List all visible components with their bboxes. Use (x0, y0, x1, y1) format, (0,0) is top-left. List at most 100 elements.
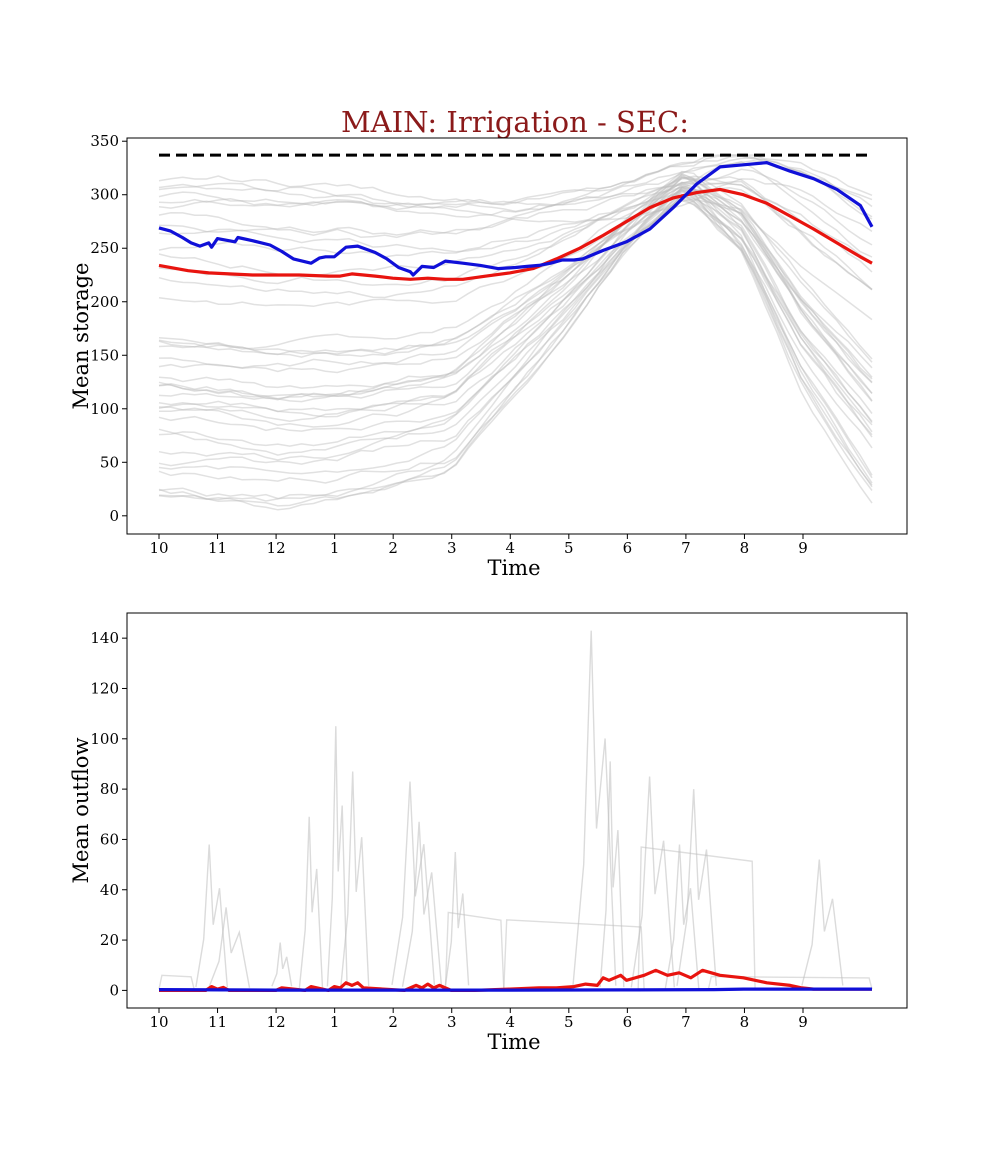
gray-trace (158, 176, 873, 299)
x-tick-label: 9 (798, 1013, 808, 1031)
y-tick: 350 (90, 132, 127, 150)
gray-spike (401, 821, 443, 987)
gray-spike (676, 789, 717, 986)
gray-trace (158, 155, 873, 220)
x-tick: 9 (798, 1008, 808, 1031)
gray-spike (298, 816, 324, 989)
x-tick: 12 (267, 1008, 286, 1031)
y-tick: 250 (90, 239, 127, 257)
y-tick: 0 (109, 507, 127, 525)
x-tick-label: 12 (267, 539, 286, 557)
gray-trace (158, 157, 873, 213)
gray-trace (158, 172, 873, 502)
x-tick: 9 (798, 534, 808, 557)
gray-trace (158, 177, 873, 400)
gray-trace (159, 181, 873, 433)
gray-trace (158, 193, 873, 476)
y-tick: 300 (90, 186, 127, 204)
gray-trace (158, 186, 873, 383)
x-tick: 5 (564, 1008, 574, 1031)
gray-spike (391, 781, 436, 986)
y-tick-label: 100 (90, 400, 119, 418)
gray-plateau (637, 846, 756, 990)
y-tick-label: 120 (90, 679, 119, 697)
gray-trace (158, 175, 873, 291)
x-tick-label: 12 (267, 1013, 286, 1031)
y-tick: 100 (90, 400, 127, 418)
gray-trace (158, 199, 873, 428)
x-tick-label: 10 (149, 539, 168, 557)
x-tick: 11 (208, 1008, 227, 1031)
axes-frame (126, 137, 908, 535)
gray-trace (158, 198, 873, 321)
gray-spike (572, 630, 617, 986)
x-tick: 3 (447, 534, 457, 557)
y-tick: 120 (90, 679, 127, 697)
y-tick: 50 (100, 453, 127, 471)
figure-title: MAIN: Irrigation - SEC: (341, 105, 689, 139)
x-tick: 4 (505, 1008, 515, 1031)
x-tick: 2 (388, 534, 398, 557)
y-tick-label: 200 (90, 293, 119, 311)
y-tick-label: 20 (100, 931, 119, 949)
x-tick-label: 4 (505, 539, 515, 557)
gray-trace (158, 187, 873, 456)
gray-plateau (158, 974, 195, 990)
gray-spike (444, 851, 470, 986)
gray-plateau (444, 911, 505, 990)
x-tick: 12 (267, 534, 286, 557)
y-tick: 60 (100, 830, 127, 848)
y-axis-label: Mean outflow (69, 738, 93, 884)
x-tick-label: 11 (208, 1013, 227, 1031)
gray-spike (326, 726, 348, 987)
y-tick-label: 80 (100, 780, 119, 798)
x-tick-label: 6 (623, 1013, 633, 1031)
gray-trace (158, 189, 873, 479)
x-tick: 1 (330, 534, 339, 557)
gray-trace (158, 175, 873, 401)
x-tick-label: 8 (740, 1013, 750, 1031)
x-tick: 5 (564, 534, 574, 557)
x-tick-label: 11 (208, 539, 227, 557)
gray-trace (158, 176, 873, 394)
y-tick-label: 60 (100, 830, 119, 848)
gray-trace (158, 170, 873, 418)
x-tick: 10 (149, 534, 169, 557)
gray-spike (271, 942, 293, 987)
y-tick-label: 250 (90, 239, 119, 257)
gray-spike (664, 844, 700, 989)
gray-trace (158, 181, 873, 403)
gray-trace (158, 159, 873, 206)
gray-trace (158, 160, 873, 258)
gray-trace (158, 188, 873, 380)
gray-trace (158, 186, 873, 378)
gray-trace (158, 189, 873, 436)
x-tick-label: 4 (505, 1013, 515, 1031)
gray-trace (158, 186, 873, 504)
y-tick: 200 (90, 293, 127, 311)
x-tick: 10 (149, 1008, 169, 1031)
plot-area (158, 153, 874, 511)
gray-trace (158, 188, 873, 511)
y-tick-label: 40 (100, 881, 119, 899)
red-series-line (158, 187, 873, 281)
x-tick: 4 (505, 534, 515, 557)
blue-series-line (158, 161, 874, 277)
blue-series-line (158, 987, 872, 992)
x-tick: 2 (388, 1008, 398, 1031)
gray-spike (208, 907, 251, 989)
gray-spike (801, 859, 844, 986)
y-tick: 0 (109, 981, 127, 999)
gray-trace (158, 195, 873, 486)
gray-trace (158, 191, 873, 369)
storage-panel: 10 11 12 1 2 3 4 5 6 7 8 9050100150200250300350Time… (69, 132, 908, 580)
x-tick-label: 3 (447, 1013, 457, 1031)
x-tick: 3 (447, 1008, 457, 1031)
gray-trace (158, 168, 873, 246)
gray-trace (158, 178, 873, 233)
x-tick: 6 (623, 534, 632, 557)
x-tick-label: 1 (330, 1013, 340, 1031)
y-tick: 150 (90, 346, 127, 364)
x-tick: 8 (740, 1008, 750, 1031)
